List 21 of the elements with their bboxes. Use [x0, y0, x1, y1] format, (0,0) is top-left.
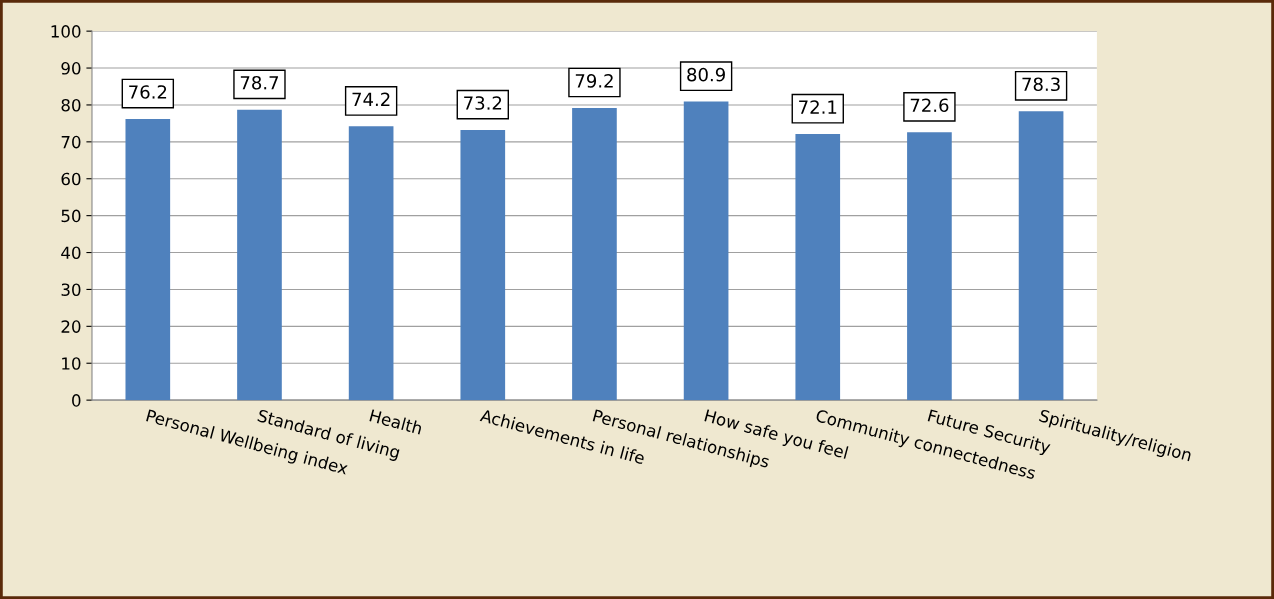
y-tick-label: 80: [61, 98, 81, 112]
data-label: 76.2: [129, 85, 167, 99]
y-tick-label: 30: [61, 283, 81, 297]
data-label: 78.3: [1022, 77, 1060, 92]
data-label: 74.2: [352, 92, 390, 106]
y-tick-label: 70: [61, 135, 81, 149]
data-label: 80.9: [687, 67, 725, 82]
y-tick-label: 10: [62, 357, 81, 370]
y-tick-label: 20: [61, 320, 81, 333]
data-label: 72.6: [910, 98, 949, 113]
data-label: 72.1: [799, 100, 837, 114]
x-tick-label: Health: [369, 408, 423, 435]
data-label: 78.7: [240, 75, 279, 90]
y-tick-label: 90: [61, 62, 81, 75]
y-tick-label: 100: [51, 25, 81, 38]
y-tick-label: 60: [61, 172, 81, 186]
data-label: 79.2: [575, 74, 613, 88]
y-tick-label: 40: [61, 246, 81, 260]
data-label: 73.2: [464, 96, 502, 110]
y-tick-label: 50: [61, 209, 81, 223]
y-tick-label: 0: [72, 394, 81, 407]
